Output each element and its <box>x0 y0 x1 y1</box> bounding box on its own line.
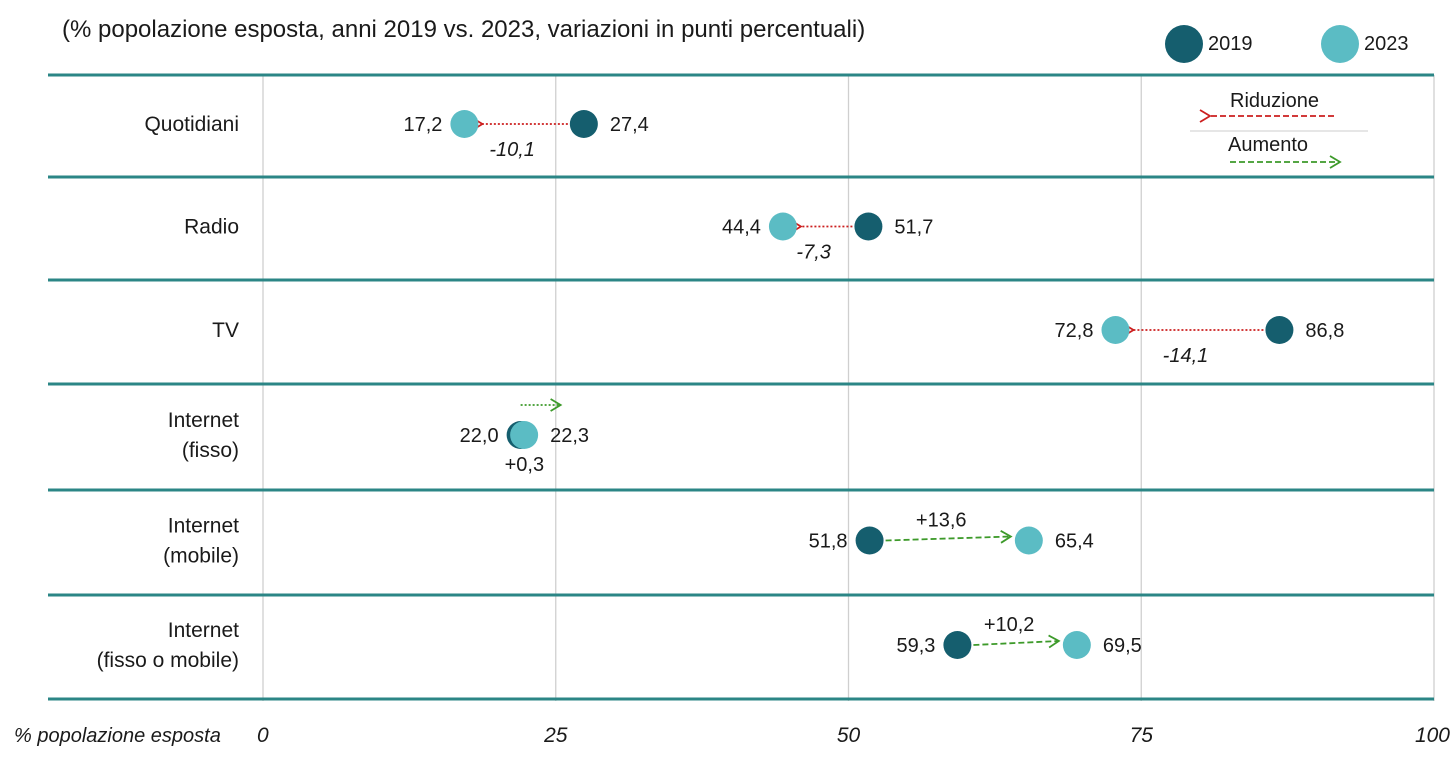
category-label: Quotidiani <box>144 113 239 136</box>
category-label: Internet <box>168 409 239 432</box>
dot-2019 <box>569 110 598 138</box>
value-label: 59,3 <box>896 635 935 657</box>
dot-2019 <box>943 631 972 659</box>
category-label: (fisso o mobile) <box>97 649 239 672</box>
dot-2023 <box>450 110 479 138</box>
delta-label: +10,2 <box>984 614 1035 636</box>
legend-label-2023: 2023 <box>1364 33 1409 55</box>
chart-title: (% popolazione esposta, anni 2019 vs. 20… <box>62 16 865 43</box>
dot-2019 <box>854 212 883 241</box>
category-label: TV <box>212 319 239 342</box>
delta-label: -10,1 <box>489 139 535 161</box>
legend-marker-2019 <box>1165 25 1203 63</box>
value-label: 17,2 <box>403 114 442 136</box>
delta-label: +13,6 <box>916 510 967 532</box>
value-label: 65,4 <box>1055 531 1094 553</box>
dot-2019 <box>855 526 884 555</box>
value-label: 72,8 <box>1055 320 1094 342</box>
value-label: 51,8 <box>809 531 848 553</box>
change-arrow <box>973 634 1061 649</box>
category-label: Internet <box>168 619 239 642</box>
dot-2023 <box>768 212 797 241</box>
change-arrow <box>885 530 1013 544</box>
category-label: (fisso) <box>182 439 239 462</box>
dot-2023 <box>1014 526 1043 555</box>
value-label: 86,8 <box>1305 320 1344 342</box>
value-label: 27,4 <box>610 114 649 136</box>
value-label: 44,4 <box>722 217 761 239</box>
category-label: Internet <box>168 515 239 538</box>
value-label: 69,5 <box>1103 635 1142 657</box>
value-label: 22,3 <box>550 425 589 447</box>
category-label: (mobile) <box>163 545 239 568</box>
x-axis-label: % popolazione esposta <box>14 725 221 747</box>
value-label: 22,0 <box>460 425 499 447</box>
dot-2023 <box>1062 631 1091 659</box>
category-label: Radio <box>184 216 239 239</box>
legend-label-aumento: Aumento <box>1228 134 1308 156</box>
x-tick-label: 25 <box>543 724 568 747</box>
legend-label-2019: 2019 <box>1208 33 1253 55</box>
x-tick-label: 75 <box>1130 724 1154 747</box>
dot-2023 <box>1101 316 1130 344</box>
delta-label: -7,3 <box>796 242 830 264</box>
x-tick-label: 100 <box>1415 724 1450 747</box>
delta-label: +0,3 <box>505 454 544 476</box>
dot-2023 <box>510 421 539 449</box>
legend-label-riduzione: Riduzione <box>1230 90 1319 112</box>
x-tick-label: 50 <box>837 724 861 747</box>
legend-marker-2023 <box>1321 25 1359 63</box>
value-label: 51,7 <box>894 217 933 239</box>
delta-label: -14,1 <box>1163 345 1209 367</box>
x-tick-label: 0 <box>257 724 269 747</box>
dot-2019 <box>1265 316 1294 344</box>
